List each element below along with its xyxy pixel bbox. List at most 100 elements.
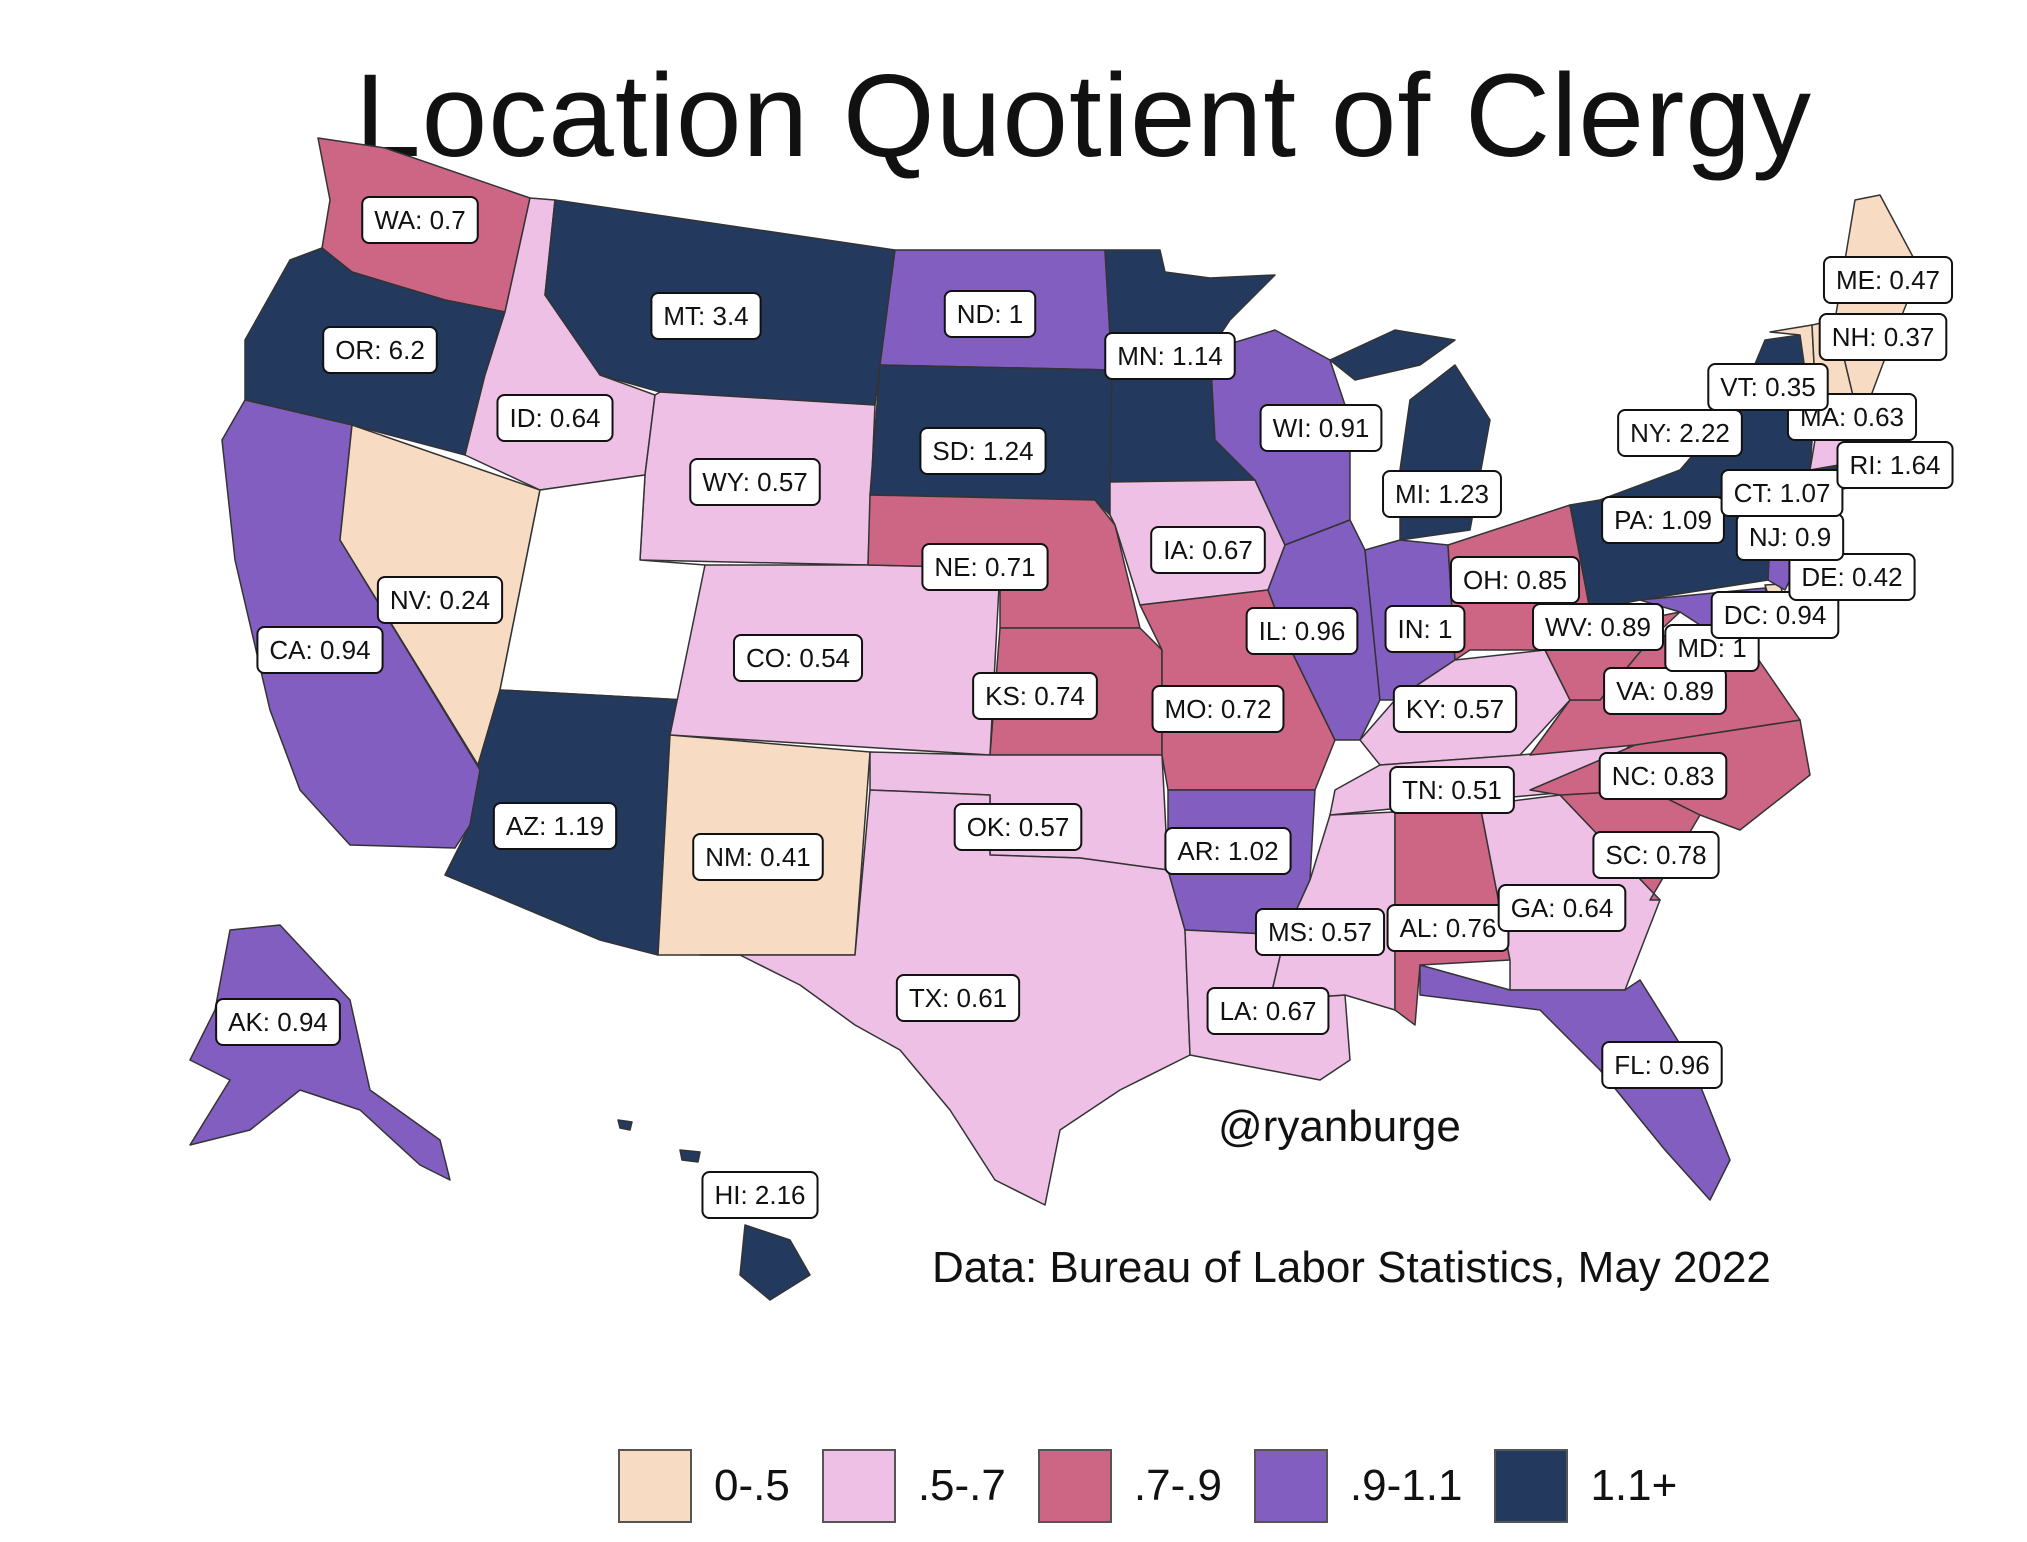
state-label-az: AZ: 1.19 (492, 802, 618, 850)
state-label-text: AK: 0.94 (228, 1007, 328, 1037)
state-label-box (701, 1171, 819, 1219)
state-label-box (1818, 313, 1948, 361)
data-source-note: Data: Bureau of Labor Statistics, May 20… (932, 1243, 1771, 1292)
state-label-text: NE: 0.71 (934, 552, 1035, 582)
state-label-box (1259, 404, 1383, 452)
state-label-box (1164, 827, 1292, 875)
state-label-ar: AR: 1.02 (1164, 827, 1292, 875)
state-label-text: LA: 0.67 (1220, 996, 1317, 1026)
state-label-sd: SD: 1.24 (919, 427, 1047, 475)
state-label-box (1532, 603, 1664, 651)
state-label-mo: MO: 0.72 (1151, 685, 1285, 733)
state-label-text: ME: 0.47 (1836, 265, 1940, 295)
state-label-wv: WV: 0.89 (1532, 603, 1664, 651)
state-shape-mi-part (1329, 329, 1456, 381)
state-label-ca: CA: 0.94 (256, 626, 384, 674)
state-label-text: DE: 0.42 (1801, 562, 1902, 592)
legend-item: .7-.9 (1037, 1449, 1222, 1523)
state-label-la: LA: 0.67 (1206, 987, 1330, 1035)
state-label-box (361, 196, 479, 244)
legend-item: 1.1+ (1494, 1449, 1677, 1523)
state-label-ak: AK: 0.94 (215, 998, 341, 1046)
state-label-box (1836, 441, 1954, 489)
state-label-text: IA: 0.67 (1163, 535, 1253, 565)
state-label-in: IN: 1 (1384, 605, 1466, 653)
state-label-box (496, 394, 614, 442)
state-label-nv: NV: 0.24 (376, 576, 504, 624)
state-label-box (1710, 591, 1840, 639)
state-label-box (943, 290, 1037, 338)
state-label-box (650, 292, 762, 340)
state-label-text: AR: 1.02 (1177, 836, 1278, 866)
state-label-box (376, 576, 504, 624)
state-label-box (256, 626, 384, 674)
state-label-de: DE: 0.42 (1788, 553, 1916, 601)
state-label-nm: NM: 0.41 (692, 833, 824, 881)
state-label-text: OK: 0.57 (967, 812, 1070, 842)
state-label-box (972, 672, 1098, 720)
state-label-sc: SC: 0.78 (1592, 831, 1720, 879)
state-label-box (492, 802, 618, 850)
state-label-text: SD: 1.24 (932, 436, 1033, 466)
legend-item: 0-.5 (618, 1449, 790, 1523)
state-label-box (1245, 607, 1359, 655)
state-label-box (1707, 363, 1829, 411)
state-label-nh: NH: 0.37 (1818, 313, 1948, 361)
state-label-box (1389, 766, 1515, 814)
state-shape-ak (189, 924, 451, 1181)
legend-label: .5-.7 (917, 1461, 1006, 1510)
state-label-text: NM: 0.41 (705, 842, 811, 872)
state-label-box (895, 974, 1021, 1022)
state-label-text: IL: 0.96 (1259, 616, 1346, 646)
state-label-text: KS: 0.74 (985, 681, 1085, 711)
state-label-text: TX: 0.61 (909, 983, 1007, 1013)
state-label-text: NJ: 0.9 (1749, 522, 1831, 552)
state-shape-hi (739, 1224, 811, 1301)
state-shape-fl (1419, 964, 1731, 1201)
state-label-ks: KS: 0.74 (972, 672, 1098, 720)
state-label-ia: IA: 0.67 (1150, 526, 1266, 574)
state-label-box (921, 543, 1049, 591)
state-label-text: PA: 1.09 (1614, 505, 1712, 535)
state-label-text: CT: 1.07 (1734, 478, 1831, 508)
state-label-box (1788, 553, 1916, 601)
state-label-wa: WA: 0.7 (361, 196, 479, 244)
state-label-fl: FL: 0.96 (1601, 1041, 1723, 1089)
state-label-text: ND: 1 (957, 299, 1023, 329)
state-label-text: VT: 0.35 (1720, 372, 1815, 402)
state-label-id: ID: 0.64 (496, 394, 614, 442)
state-shape-hi-part (679, 1149, 701, 1163)
state-label-mi: MI: 1.23 (1382, 470, 1502, 518)
state-label-text: OH: 0.85 (1463, 565, 1567, 595)
state-label-text: CO: 0.54 (746, 643, 850, 673)
state-label-text: MT: 3.4 (663, 301, 748, 331)
state-label-dc: DC: 0.94 (1710, 591, 1840, 639)
legend-item: .5-.7 (821, 1449, 1006, 1523)
state-label-box (1497, 884, 1627, 932)
state-label-or: OR: 6.2 (322, 326, 438, 374)
state-label-text: ID: 0.64 (509, 403, 600, 433)
state-label-box (1150, 526, 1266, 574)
state-label-text: HI: 2.16 (714, 1180, 805, 1210)
state-label-box (1392, 685, 1518, 733)
state-label-box (919, 427, 1047, 475)
state-label-text: IN: 1 (1398, 614, 1453, 644)
legend-label: 0-.5 (714, 1461, 790, 1510)
state-label-wi: WI: 0.91 (1259, 404, 1383, 452)
legend-label: 1.1+ (1590, 1461, 1678, 1510)
state-label-hi: HI: 2.16 (701, 1171, 819, 1219)
state-label-text: AL: 0.76 (1400, 913, 1497, 943)
state-label-text: MO: 0.72 (1165, 694, 1272, 724)
state-label-text: FL: 0.96 (1614, 1050, 1709, 1080)
state-label-box (1104, 332, 1236, 380)
state-label-text: RI: 1.64 (1849, 450, 1940, 480)
state-label-oh: OH: 0.85 (1449, 556, 1581, 604)
map-title: Location Quotient of Clergy (355, 50, 1812, 182)
state-label-box (1592, 831, 1720, 879)
state-label-nc: NC: 0.83 (1598, 752, 1728, 800)
state-label-pa: PA: 1.09 (1601, 496, 1725, 544)
state-label-box (1601, 496, 1725, 544)
state-label-box (1254, 908, 1386, 956)
state-shape-hi-part (617, 1119, 633, 1131)
